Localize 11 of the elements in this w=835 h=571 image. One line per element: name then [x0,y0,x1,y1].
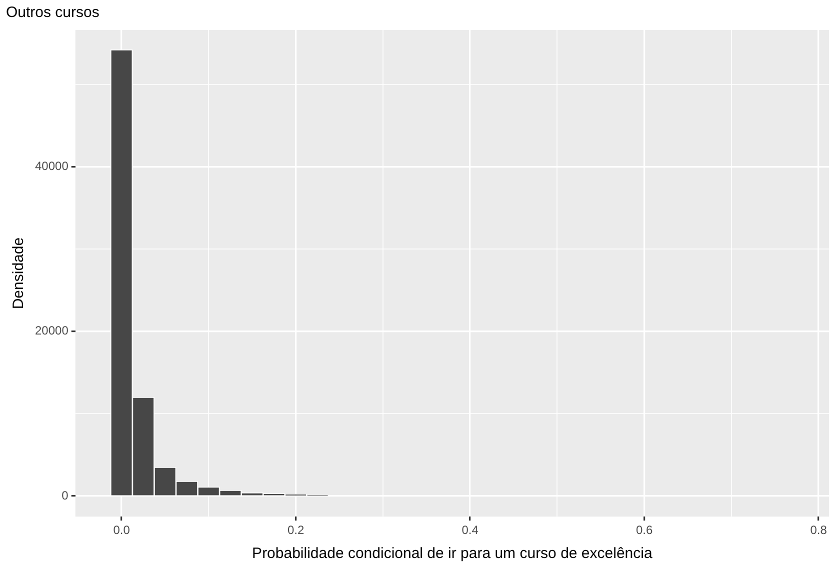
x-axis-title: Probabilidade condicional de ir para um curso de excelência [252,545,653,562]
chart-title: Outros cursos [6,4,100,22]
x-tick-label: 0.6 [636,523,653,538]
y-tick-label: 40000 [34,158,69,173]
x-tick-label: 0.8 [810,523,828,538]
x-tick-label: 0.4 [462,523,479,538]
x-tick-label: 0.2 [287,523,304,538]
x-tick-label: 0.0 [113,523,130,538]
y-tick-label: 20000 [34,324,69,338]
y-tick-label: 0 [62,488,69,502]
y-axis-title: Densidade [10,237,28,310]
